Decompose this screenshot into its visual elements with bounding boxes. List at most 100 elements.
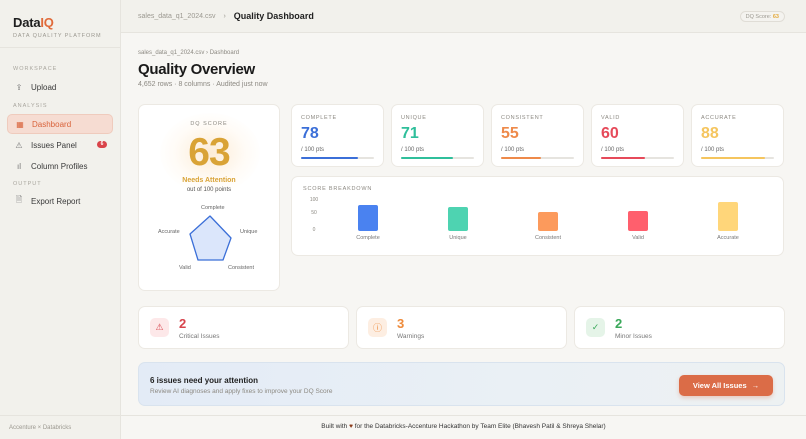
metric-progress-track (401, 157, 474, 159)
radar-label-unique: Unique (240, 229, 258, 235)
sidebar-footer: Accenture × Databricks (0, 415, 120, 439)
metric-value: 55 (501, 125, 519, 142)
metric-sub: / 100 pts (501, 147, 525, 153)
metric-progress-fill (301, 157, 358, 159)
critical-issues-label: Critical Issues (179, 333, 220, 340)
score-label: DQ SCORE (190, 121, 228, 127)
metric-sub: / 100 pts (601, 147, 625, 153)
sidebar-item-export-report[interactable]: 🗎 Export Report (7, 191, 113, 211)
footer-prefix: Built with (321, 423, 348, 430)
issues-count-badge: 6 (97, 141, 107, 148)
sidebar-item-label: Upload (31, 82, 57, 92)
critical-issues-count: 2 (179, 316, 187, 331)
bar-consistent[interactable] (538, 212, 558, 231)
sidebar-item-label: Issues Panel (31, 140, 77, 150)
radar-label-accurate: Accurate (158, 229, 180, 235)
sidebar-item-label: Column Profiles (31, 161, 88, 171)
metric-label: COMPLETE (301, 115, 337, 121)
minor-issues-card[interactable]: ✓ 2 Minor Issues (574, 306, 785, 349)
metric-progress-track (701, 157, 774, 159)
bar-complete[interactable] (358, 205, 378, 231)
warnings-label: Warnings (397, 333, 425, 340)
sidebar-item-column-profiles[interactable]: ıl Column Profiles (7, 156, 113, 176)
score-value: 63 (188, 131, 230, 174)
y-tick-50: 50 (311, 210, 317, 216)
sidebar-item-issues-panel[interactable]: ⚠ Issues Panel 6 (7, 135, 113, 155)
topbar-file-crumb[interactable]: sales_data_q1_2024.csv (138, 12, 216, 20)
footer-suffix: for the Databricks-Accenture Hackathon b… (354, 423, 606, 430)
brand-suffix: IQ (40, 15, 54, 30)
bar-unique[interactable] (448, 207, 468, 231)
x-label-valid: Valid (632, 235, 644, 241)
metric-value: 78 (301, 125, 319, 142)
score-glow (160, 113, 260, 193)
metric-sub: / 100 pts (701, 147, 725, 153)
dashboard-icon: ▦ (16, 119, 24, 129)
issues-attention-banner: 6 issues need your attention Review AI d… (138, 362, 785, 406)
metric-value: 88 (701, 125, 719, 142)
x-label-complete: Complete (356, 235, 380, 241)
chart-title: SCORE BREAKDOWN (303, 186, 373, 192)
banner-title: 6 issues need your attention (150, 376, 259, 385)
metric-progress-track (601, 157, 674, 159)
check-circle-icon: ✓ (586, 318, 605, 337)
metric-card-unique: UNIQUE 71 / 100 pts (391, 104, 484, 167)
bar-valid[interactable] (628, 211, 648, 231)
metric-progress-fill (501, 157, 542, 159)
heart-icon: ♥ (349, 423, 353, 430)
button-label: View All Issues (692, 381, 747, 390)
nav-section-workspace: WORKSPACE (13, 66, 58, 72)
bar-chart-icon: ıl (17, 161, 21, 171)
score-subtitle: out of 100 points (186, 187, 232, 193)
radar-label-valid: Valid (179, 265, 191, 271)
nav-section-output: OUTPUT (13, 181, 42, 187)
brand: DataIQ DATA QUALITY PLATFORM (0, 0, 120, 48)
metric-label: UNIQUE (401, 115, 427, 121)
radar-chart-svg (189, 215, 232, 261)
radar-label-complete: Complete (201, 205, 225, 211)
bar-accurate[interactable] (718, 202, 738, 231)
banner-subtitle: Review AI diagnoses and apply fixes to i… (150, 388, 333, 395)
sidebar-item-label: Dashboard (32, 119, 72, 129)
brand-logo[interactable]: DataIQ (13, 15, 107, 30)
dq-score-value: 63 (772, 14, 779, 20)
arrow-right-icon: → (751, 381, 760, 390)
metric-sub: / 100 pts (401, 147, 425, 153)
sidebar-item-label: Export Report (31, 196, 81, 206)
x-label-consistent: Consistent (535, 235, 561, 241)
critical-issues-card[interactable]: ⚠ 2 Critical Issues (138, 306, 349, 349)
metric-value: 60 (601, 125, 619, 142)
warnings-card[interactable]: ⓘ 3 Warnings (356, 306, 567, 349)
warning-triangle-icon: ⚠ (150, 318, 169, 337)
metric-progress-fill (401, 157, 453, 159)
topbar: sales_data_q1_2024.csv › Quality Dashboa… (121, 0, 806, 33)
metric-label: ACCURATE (701, 115, 737, 121)
metric-card-consistent: CONSISTENT 55 / 100 pts (491, 104, 584, 167)
dq-score-label: DQ Score: (745, 14, 772, 20)
page-meta: 4,652 rows · 8 columns · Audited just no… (138, 81, 268, 88)
score-breakdown-chart: SCORE BREAKDOWN 100 50 0 Complete Unique… (291, 176, 784, 256)
info-circle-icon: ⓘ (368, 318, 387, 337)
x-label-unique: Unique (449, 235, 467, 241)
sidebar: DataIQ DATA QUALITY PLATFORM WORKSPACE ⇪… (0, 0, 121, 439)
score-status: Needs Attention (182, 177, 236, 184)
metric-card-complete: COMPLETE 78 / 100 pts (291, 104, 384, 167)
metric-label: CONSISTENT (501, 115, 544, 121)
minor-issues-count: 2 (615, 316, 623, 331)
brand-subtitle: DATA QUALITY PLATFORM (13, 33, 102, 39)
brand-prefix: Data (13, 15, 41, 30)
nav-section-analysis: ANALYSIS (13, 103, 48, 109)
warning-icon: ⚠ (15, 140, 23, 150)
minor-issues-label: Minor Issues (615, 333, 652, 340)
page-footer: Built with ♥ for the Databricks-Accentur… (121, 415, 806, 439)
sidebar-item-dashboard[interactable]: ▦ Dashboard (7, 114, 113, 134)
y-tick-0: 0 (312, 227, 316, 233)
sidebar-item-upload[interactable]: ⇪ Upload (7, 77, 113, 97)
view-all-issues-button[interactable]: View All Issues → (679, 375, 773, 396)
document-icon: 🗎 (15, 195, 23, 204)
metric-card-valid: VALID 60 / 100 pts (591, 104, 684, 167)
dq-score-card: DQ SCORE 63 Needs Attention out of 100 p… (138, 104, 280, 291)
dq-score-pill: DQ Score: 63 (739, 11, 785, 22)
metric-card-accurate: ACCURATE 88 / 100 pts (691, 104, 784, 167)
chevron-right-icon: › (223, 12, 226, 20)
